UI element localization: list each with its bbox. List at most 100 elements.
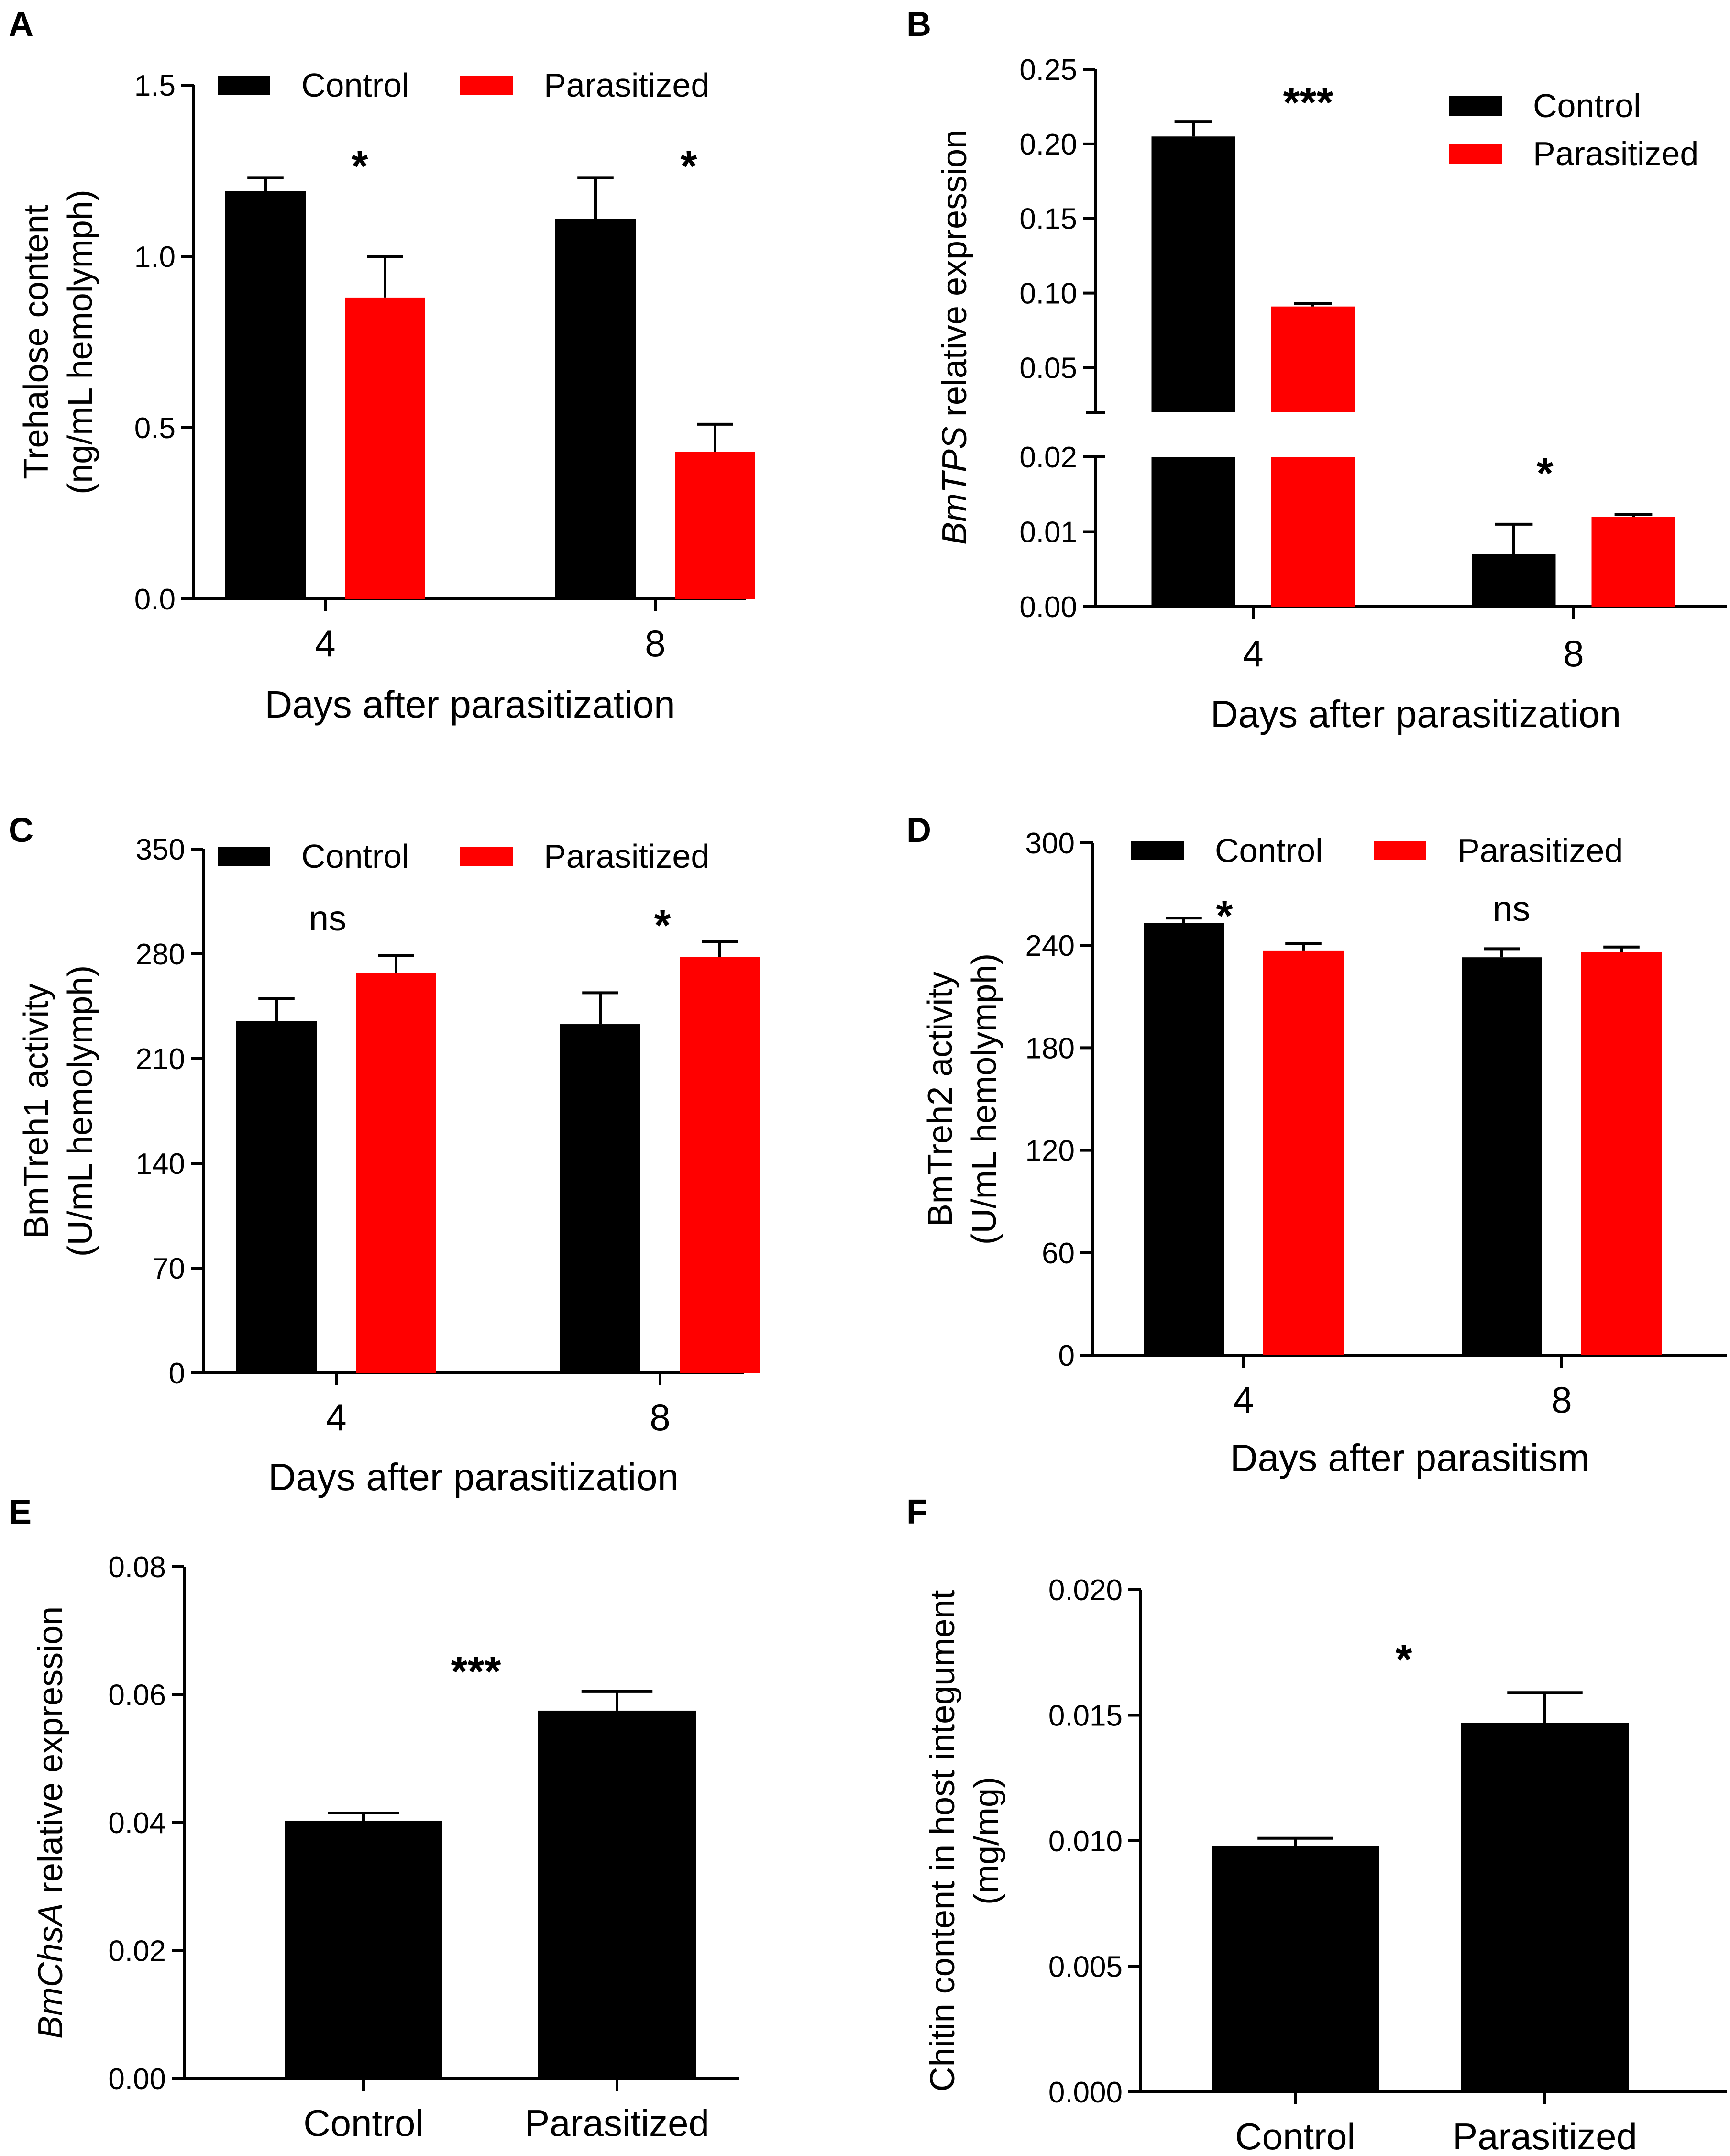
- error-bar: [367, 255, 403, 298]
- panel-label: F: [906, 1493, 927, 1531]
- x-category-label: Control: [1235, 2115, 1355, 2156]
- bar-parasitized: [345, 297, 425, 599]
- panel-label: C: [9, 811, 33, 850]
- error-bar: [1257, 1836, 1333, 1846]
- legend-label-parasitized: Parasitized: [544, 838, 709, 875]
- y-tick-label: 0: [169, 1357, 185, 1390]
- bar-control-lower: [1151, 457, 1235, 607]
- panel-e: E 0.00 0.02 0.04 0.06 0.08 BmChsA relative exp…: [9, 1493, 739, 2144]
- panel-a: A 0.0 0.5 1.0 1.5 Trehalose content (ng/mL hem…: [9, 5, 755, 726]
- y-tick-label: 0.10: [1019, 277, 1077, 310]
- bar-control: [1151, 136, 1235, 413]
- legend-swatch-parasitized: [460, 76, 513, 95]
- legend-label-control: Control: [301, 838, 409, 875]
- y-tick-label: 0.005: [1048, 1951, 1123, 1984]
- y-tick-label: 240: [1025, 929, 1075, 962]
- bar-control: [1462, 957, 1542, 1355]
- y-axis-label-rest: relative expression: [32, 1606, 70, 1903]
- y-axis-label-line: BmTreh2 activity: [921, 972, 959, 1227]
- legend-label-parasitized: Parasitized: [1533, 135, 1698, 172]
- x-axis-label: Days after parasitism: [1230, 1437, 1589, 1479]
- y-axis-label-line: Trehalose content: [17, 205, 55, 479]
- panel-label: D: [906, 811, 931, 850]
- x-category-label: 8: [1563, 632, 1584, 674]
- y-tick-label: 0.000: [1048, 2076, 1123, 2109]
- error-bar: [1603, 945, 1640, 952]
- panel-b: B 0.00 0.01 0.02 0.05 0.10 0.15 0.20 0.25 BmTPS r…: [906, 5, 1727, 735]
- panel-label: A: [9, 5, 33, 44]
- y-tick-label: 0.0: [134, 583, 176, 616]
- y-axis-label-line: (U/mL hemolymph): [61, 965, 99, 1257]
- panel-c: C 0 70 140 210 280 350 BmTreh1 activity (U/mL he…: [9, 811, 760, 1498]
- y-tick-label: 0.05: [1019, 352, 1077, 385]
- y-tick-label: 0.04: [108, 1807, 166, 1840]
- error-bar: [247, 176, 284, 191]
- y-tick-label: 0.00: [108, 2063, 166, 2096]
- y-tick-label: 180: [1025, 1032, 1075, 1065]
- error-bar: [258, 997, 295, 1021]
- error-bar: [697, 422, 733, 452]
- x-category-label: 8: [650, 1396, 670, 1438]
- bar-control: [555, 219, 636, 599]
- bar: [1461, 1723, 1629, 2092]
- bar-parasitized: [1271, 306, 1355, 412]
- y-tick-label: 1.5: [134, 69, 176, 102]
- x-category-label: 4: [326, 1396, 346, 1438]
- ns-label: ns: [1493, 889, 1530, 929]
- y-axis-label-line: Chitin content in host integument: [924, 1590, 962, 2092]
- significance-marker: *: [1395, 1636, 1412, 1684]
- bar-parasitized: [675, 452, 755, 599]
- x-axis-label: Days after parasitization: [268, 1456, 679, 1498]
- bar-parasitized: [356, 973, 436, 1373]
- y-axis-label-gene: BmTPS: [936, 426, 974, 545]
- y-tick-label: 140: [136, 1148, 185, 1181]
- y-tick-label: 0.015: [1048, 1700, 1123, 1733]
- error-bar: [1507, 1691, 1583, 1723]
- y-tick-label: 280: [136, 938, 185, 971]
- y-axis-label: BmTreh2 activity (U/mL hemolymph): [921, 953, 1003, 1245]
- bar: [1212, 1846, 1379, 2092]
- x-category-label: 4: [1233, 1379, 1254, 1421]
- significance-marker: *: [1216, 892, 1233, 940]
- legend-label-parasitized: Parasitized: [1457, 832, 1623, 869]
- error-bar: [378, 954, 414, 973]
- x-category-label: 4: [1243, 632, 1263, 674]
- y-tick-label: 0.00: [1019, 591, 1077, 624]
- y-tick-label: 0.010: [1048, 1825, 1123, 1858]
- legend-swatch-control: [1449, 96, 1502, 116]
- bar-parasitized: [680, 957, 760, 1373]
- y-tick-label: 0.06: [108, 1679, 166, 1712]
- bar: [285, 1820, 442, 2079]
- y-tick-label: 70: [152, 1252, 185, 1285]
- y-tick-label: 0: [1058, 1339, 1075, 1372]
- error-bar: [1166, 917, 1202, 923]
- y-axis-label-line: (ng/mL hemolymph): [61, 189, 99, 495]
- y-axis-label-line: (U/mL hemolymph): [965, 953, 1003, 1245]
- significance-marker: *: [680, 143, 697, 190]
- y-axis-label: BmTreh1 activity (U/mL hemolymph): [17, 965, 99, 1257]
- error-bar: [1294, 302, 1332, 307]
- significance-marker: ***: [451, 1648, 501, 1696]
- y-tick-label: 1.0: [134, 241, 176, 274]
- legend-swatch-control: [1131, 841, 1184, 860]
- bar-control: [225, 191, 306, 599]
- legend-swatch-parasitized: [1449, 144, 1502, 164]
- bar-control: [236, 1021, 317, 1373]
- y-tick-label: 0.020: [1048, 1574, 1123, 1607]
- y-tick-label: 210: [136, 1043, 185, 1076]
- x-category-label: 8: [645, 622, 665, 664]
- y-axis-label-line: BmTreh1 activity: [17, 984, 55, 1238]
- bar-parasitized-lower: [1271, 457, 1355, 607]
- legend-swatch-control: [218, 847, 270, 866]
- panel-d: D 0 60 120 180 240 300 BmTreh2 activity (U/mL he…: [906, 811, 1727, 1479]
- y-tick-label: 120: [1025, 1135, 1075, 1168]
- y-tick-label: 0.25: [1019, 54, 1077, 87]
- bar-parasitized: [1581, 952, 1662, 1355]
- bar-control: [1144, 923, 1224, 1355]
- bar-parasitized: [1591, 517, 1675, 607]
- significance-marker: *: [1536, 450, 1553, 498]
- y-tick-label: 300: [1025, 827, 1075, 860]
- y-tick-label: 0.01: [1019, 516, 1077, 549]
- legend-swatch-control: [218, 76, 270, 95]
